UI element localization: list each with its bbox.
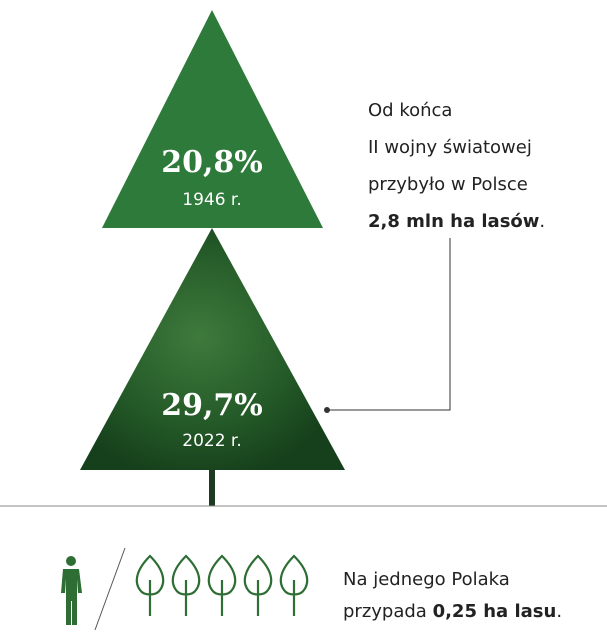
slash bbox=[94, 547, 126, 631]
bottom-value: 29,7% bbox=[161, 388, 263, 423]
per-person-line: Na jednego Polaka bbox=[343, 569, 510, 590]
trunk bbox=[209, 470, 215, 506]
tree-bottom bbox=[80, 228, 345, 470]
per-person-line: przypada 0,25 ha lasu. bbox=[343, 601, 562, 622]
note-line: przybyło w Polsce bbox=[368, 174, 528, 195]
per-person-end: . bbox=[556, 601, 562, 622]
note-end: . bbox=[539, 211, 545, 232]
per-person-bold: 0,25 ha lasu bbox=[433, 601, 557, 622]
note-line: Od końca bbox=[368, 100, 452, 121]
note-bold: 2,8 mln ha lasów bbox=[368, 211, 539, 232]
top-value: 20,8% bbox=[161, 145, 263, 180]
tree-top bbox=[102, 10, 323, 228]
connector bbox=[327, 238, 451, 411]
per-person-prefix: przypada bbox=[343, 601, 433, 622]
tree-icons bbox=[135, 554, 309, 616]
note-line: II wojny światowej bbox=[368, 137, 532, 158]
person-icon bbox=[61, 556, 82, 625]
bottom-year: 2022 r. bbox=[182, 431, 242, 451]
top-year: 1946 r. bbox=[182, 190, 242, 210]
connector-dot bbox=[324, 407, 330, 413]
note-line: 2,8 mln ha lasów. bbox=[368, 211, 545, 232]
